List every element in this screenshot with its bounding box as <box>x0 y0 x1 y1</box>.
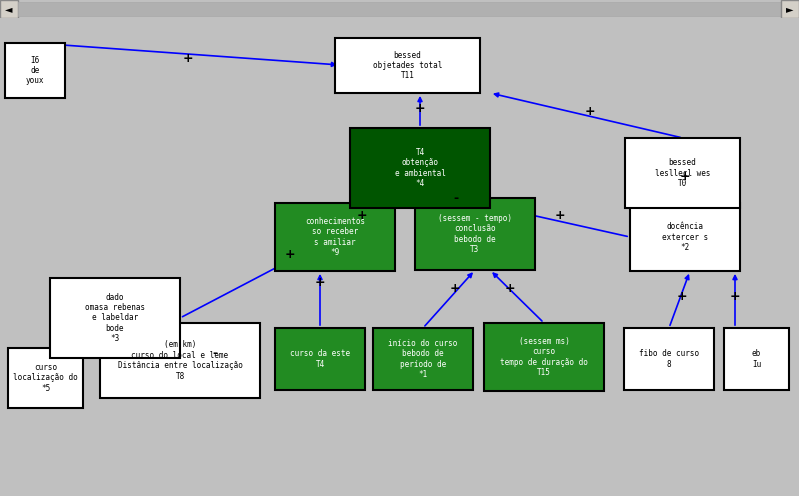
Bar <box>625 138 740 208</box>
Text: bessed
objetades total
T11: bessed objetades total T11 <box>373 51 442 80</box>
Text: -: - <box>454 191 459 204</box>
Text: (sessem ms)
curso
tempo de duração do
T15: (sessem ms) curso tempo de duração do T1… <box>500 337 588 377</box>
Bar <box>100 323 260 398</box>
Bar <box>335 38 480 93</box>
Text: início do curso
bebodo de
período de
*1: início do curso bebodo de período de *1 <box>388 339 458 379</box>
Bar <box>624 328 714 390</box>
Text: +: + <box>284 248 296 261</box>
Bar <box>373 328 473 390</box>
Bar <box>484 323 604 391</box>
Text: +: + <box>585 105 595 118</box>
Bar <box>350 128 490 208</box>
Bar <box>18 2 781 16</box>
Text: eb
Iu: eb Iu <box>752 349 761 369</box>
Text: +: + <box>729 290 741 303</box>
Bar <box>724 328 789 390</box>
Text: curso da este
T4: curso da este T4 <box>290 349 350 369</box>
Text: (em km)
curso do local e leme
Distância entre localização
T8: (em km) curso do local e leme Distância … <box>117 340 242 380</box>
Text: +: + <box>415 102 425 115</box>
Text: ◄: ◄ <box>6 4 13 14</box>
Text: fibo de curso
8: fibo de curso 8 <box>639 349 699 369</box>
Text: +: + <box>505 282 515 295</box>
Bar <box>275 328 365 390</box>
Text: (sessem - tempo)
conclusão
bebodo de
T3: (sessem - tempo) conclusão bebodo de T3 <box>438 214 512 254</box>
Text: bessed
lesllecl wes
T0: bessed lesllecl wes T0 <box>654 158 710 188</box>
Text: +: + <box>183 52 193 64</box>
Text: +: + <box>555 208 566 222</box>
Bar <box>0 0 18 18</box>
Text: +: + <box>356 208 368 222</box>
Text: conhecimentos
so receber
s amiliar
*9: conhecimentos so receber s amiliar *9 <box>305 217 365 257</box>
Bar <box>630 203 740 271</box>
Text: +: + <box>450 282 460 295</box>
Text: -: - <box>213 347 217 360</box>
Text: T4
obtenção
e ambiental
*4: T4 obtenção e ambiental *4 <box>395 148 445 188</box>
Text: +: + <box>315 276 325 290</box>
Text: curso
localização do
*5: curso localização do *5 <box>13 363 78 393</box>
Bar <box>50 278 180 358</box>
Text: +: + <box>677 290 687 303</box>
Bar <box>781 0 799 18</box>
Text: +: + <box>680 170 690 183</box>
Text: dado
omasa rebenas
e labeldar
bode
*3: dado omasa rebenas e labeldar bode *3 <box>85 293 145 343</box>
Text: docência
extercer s
*2: docência extercer s *2 <box>662 222 708 252</box>
Bar <box>415 198 535 270</box>
Bar <box>8 348 83 408</box>
Text: ►: ► <box>786 4 793 14</box>
Bar <box>275 203 395 271</box>
Bar <box>5 43 65 98</box>
Text: I6
de
youx: I6 de youx <box>26 56 44 85</box>
